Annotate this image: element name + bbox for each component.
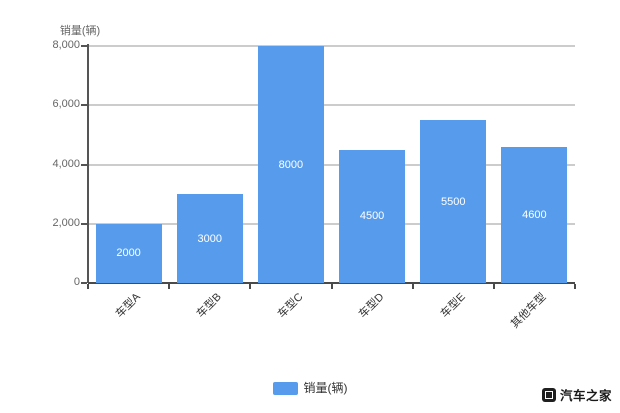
bar-value-label: 5500 — [441, 195, 466, 208]
y-axis-line — [87, 44, 89, 283]
watermark: 汽车之家 — [541, 385, 612, 404]
x-category-label: 车型E — [438, 291, 468, 321]
y-axis-tick — [81, 163, 87, 166]
y-axis-title: 销量(辆) — [59, 25, 101, 37]
bar[interactable]: 2000 — [95, 223, 162, 283]
x-category-label: 车型A — [113, 291, 144, 321]
legend[interactable]: 销量(辆) — [0, 382, 620, 395]
bar-value-label: 3000 — [197, 232, 222, 245]
y-axis-tick — [81, 104, 87, 107]
autohome-logo-icon — [541, 387, 556, 402]
legend-label: 销量(辆) — [303, 381, 348, 395]
y-tick-label: 0 — [73, 276, 80, 288]
x-category-label: 其他车型 — [509, 291, 549, 331]
x-axis-tick — [411, 284, 414, 289]
x-axis-tick — [168, 284, 171, 289]
y-axis-tick — [81, 282, 87, 284]
x-category-label: 车型B — [195, 291, 225, 321]
bar-value-label: 2000 — [116, 247, 141, 260]
x-category-label: 车型D — [356, 291, 387, 321]
gridline — [88, 45, 575, 47]
y-tick-label: 2,000 — [52, 216, 80, 229]
x-axis-tick — [87, 284, 89, 289]
bar[interactable]: 4600 — [501, 146, 568, 283]
x-axis-tick — [574, 284, 576, 289]
bar[interactable]: 4500 — [339, 149, 406, 283]
x-axis-line — [88, 282, 575, 284]
bar-value-label: 4500 — [359, 210, 385, 223]
y-tick-label: 4,000 — [52, 157, 80, 170]
bar[interactable]: 5500 — [420, 120, 487, 283]
gridline — [88, 222, 575, 225]
gridline — [88, 104, 575, 107]
y-tick-label: 6,000 — [52, 98, 80, 111]
bar[interactable]: 3000 — [176, 194, 243, 283]
x-category-label: 车型C — [275, 291, 306, 321]
bar[interactable]: 8000 — [257, 46, 324, 283]
y-tick-label: 8,000 — [52, 39, 80, 51]
x-axis-tick — [492, 284, 495, 289]
y-axis-tick — [81, 45, 87, 47]
bar-value-label: 4600 — [522, 208, 547, 221]
gridline — [88, 163, 575, 166]
x-axis-tick — [330, 284, 333, 289]
legend-swatch — [272, 382, 298, 395]
bar-value-label: 8000 — [278, 158, 304, 171]
y-axis-tick — [81, 222, 87, 225]
watermark-text: 汽车之家 — [559, 389, 612, 403]
x-axis-tick — [249, 284, 252, 289]
